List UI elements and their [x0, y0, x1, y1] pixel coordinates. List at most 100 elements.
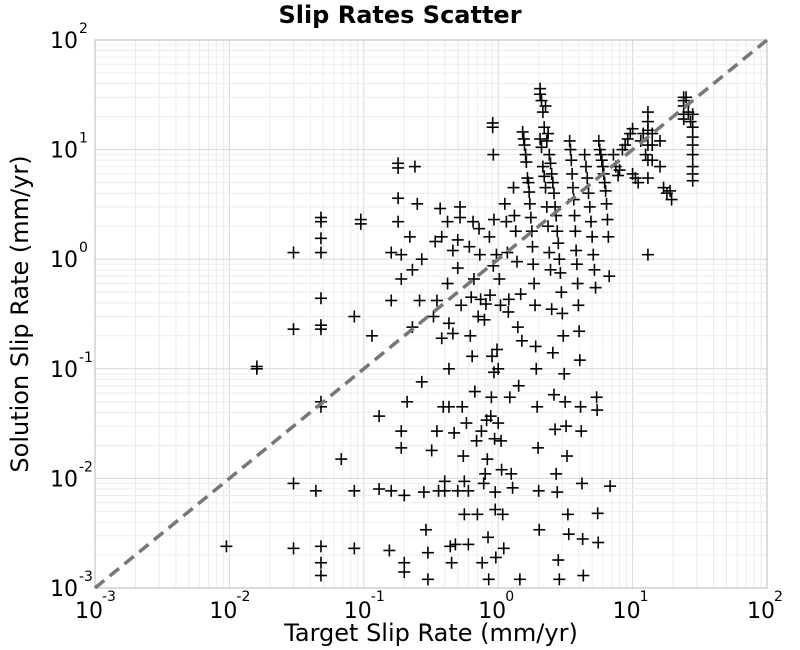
data-point [383, 544, 396, 557]
data-point [500, 215, 513, 228]
x-tick-exponent: -2 [236, 589, 250, 605]
data-point [512, 379, 525, 392]
data-point [392, 215, 405, 228]
data-point [579, 160, 592, 173]
data-point [680, 91, 693, 104]
data-point [571, 277, 584, 290]
data-point [482, 531, 495, 544]
scatter-points [220, 82, 699, 586]
data-point [523, 197, 536, 210]
data-point [573, 325, 586, 338]
data-point [577, 569, 590, 582]
data-point [442, 400, 455, 413]
data-point [589, 281, 602, 294]
data-point [482, 573, 495, 586]
data-point [552, 237, 565, 250]
data-point [438, 484, 451, 497]
data-point [538, 170, 551, 183]
data-point [478, 313, 491, 326]
data-point [646, 139, 659, 152]
data-point [646, 127, 659, 140]
data-point [451, 233, 464, 246]
data-point [612, 169, 625, 182]
data-point [534, 132, 547, 145]
data-point [684, 115, 697, 128]
x-tick-exponent: -1 [371, 589, 385, 605]
data-point [415, 375, 428, 388]
grid [94, 39, 768, 589]
data-point [314, 569, 327, 582]
data-point [604, 480, 617, 493]
data-point [558, 367, 571, 380]
data-point [445, 556, 458, 569]
data-point [524, 211, 537, 224]
data-point [489, 551, 502, 564]
data-point [385, 246, 398, 259]
data-point [543, 148, 556, 161]
x-tick-label: 10 [75, 599, 103, 624]
data-point [596, 160, 609, 173]
data-point [547, 388, 560, 401]
data-point [454, 211, 467, 224]
data-point [457, 450, 470, 463]
y-tick-exponent: 2 [79, 21, 88, 37]
data-point [632, 176, 645, 189]
data-point [539, 99, 552, 112]
y-tick-label: 10 [50, 248, 78, 273]
x-tick-label: 10 [478, 599, 506, 624]
data-point [463, 240, 476, 253]
data-point [545, 167, 558, 180]
data-point [515, 334, 528, 347]
data-point [529, 340, 542, 353]
data-point [530, 362, 543, 375]
data-point [220, 540, 233, 553]
x-tick-label: 10 [344, 599, 372, 624]
data-point [514, 288, 527, 301]
data-point [564, 143, 577, 156]
data-point [601, 213, 614, 226]
data-point [507, 181, 520, 194]
data-point [552, 554, 565, 567]
data-point [686, 174, 699, 187]
data-point [560, 450, 573, 463]
data-point [449, 538, 462, 551]
data-point [429, 235, 442, 248]
data-point [395, 425, 408, 438]
data-point [314, 292, 327, 305]
x-tick-label: 10 [747, 599, 775, 624]
data-point [485, 391, 498, 404]
data-point [578, 148, 591, 161]
data-point [592, 134, 605, 147]
data-point [575, 477, 588, 490]
data-point [430, 425, 443, 438]
data-point [677, 113, 690, 126]
data-point [557, 329, 570, 342]
data-point [586, 230, 599, 243]
data-point [607, 148, 620, 161]
data-point [314, 246, 327, 259]
data-point [572, 299, 585, 312]
data-point [454, 200, 467, 213]
data-point [486, 350, 499, 363]
data-point [442, 362, 455, 375]
y-tick-exponent: -2 [79, 459, 93, 475]
data-point [513, 573, 526, 586]
data-point [533, 523, 546, 536]
data-point [473, 222, 486, 235]
data-point [574, 400, 587, 413]
data-point [551, 225, 564, 238]
data-point [481, 453, 494, 466]
data-point [427, 310, 440, 323]
data-point [593, 143, 606, 156]
data-point [613, 164, 626, 177]
data-point [573, 354, 586, 367]
data-point [395, 441, 408, 454]
data-point [493, 272, 506, 285]
data-point [460, 417, 473, 430]
data-point [467, 215, 480, 228]
data-point [462, 538, 475, 551]
data-point [492, 362, 505, 375]
data-point [434, 202, 447, 215]
